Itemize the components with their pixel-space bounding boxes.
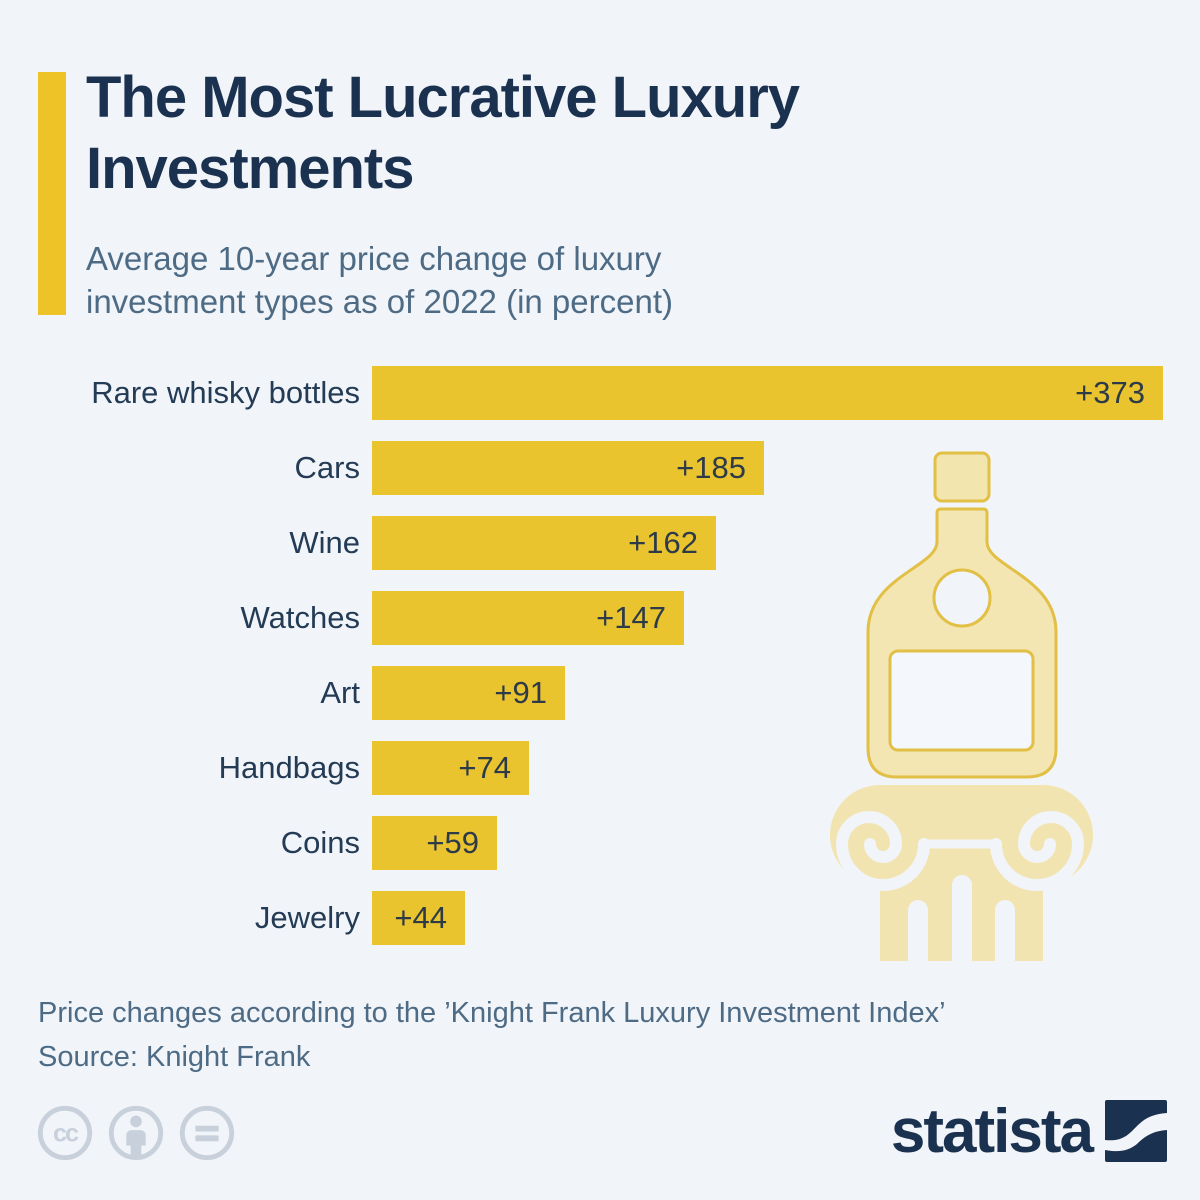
bar: +44 (372, 891, 465, 945)
page-subtitle: Average 10-year price change of luxury i… (86, 237, 673, 323)
cc-icon: cc (37, 1105, 93, 1161)
title-line-1: The Most Lucrative Luxury (86, 65, 800, 130)
svg-text:cc: cc (53, 1120, 79, 1148)
no-derivatives-icon (179, 1105, 235, 1161)
category-label: Jewelry (254, 900, 360, 935)
value-label: +162 (628, 525, 698, 560)
value-label: +373 (1075, 375, 1145, 410)
whisky-bottle (866, 451, 1058, 779)
statista-branding: statista (890, 1096, 1167, 1166)
category-label: Art (320, 675, 360, 710)
category-label: Cars (294, 450, 360, 485)
title-line-2: Investments (86, 136, 414, 201)
category-label: Handbags (218, 750, 360, 785)
attribution-icon (108, 1105, 164, 1161)
chart-row: Art +91 (0, 666, 1200, 720)
bottle-label (888, 649, 1035, 752)
subtitle-line-1: Average 10-year price change of luxury (86, 240, 662, 277)
category-label: Watches (240, 600, 360, 635)
statista-logo-icon (1105, 1100, 1167, 1162)
category-label: Rare whisky bottles (91, 375, 360, 410)
bar-chart: Rare whisky bottles +373 Cars +185 Wine +162 W… (0, 366, 1200, 966)
value-label: +59 (426, 825, 479, 860)
bar: +59 (372, 816, 497, 870)
bar: +185 (372, 441, 764, 495)
footer-source: Source: Knight Frank (38, 1041, 311, 1073)
bar: +373 (372, 366, 1163, 420)
license-icons: cc (35, 1103, 237, 1163)
value-label: +74 (458, 750, 511, 785)
bar: +74 (372, 741, 529, 795)
statista-wordmark: statista (890, 1097, 1094, 1166)
chart-row: Coins +59 (0, 816, 1200, 870)
chart-row: Wine +162 (0, 516, 1200, 570)
chart-row: Watches +147 (0, 591, 1200, 645)
chart-row: Handbags +74 (0, 741, 1200, 795)
bar: +162 (372, 516, 716, 570)
column-volutes (835, 811, 1085, 891)
chart-row: Jewelry +44 (0, 891, 1200, 945)
bar: +147 (372, 591, 684, 645)
page-title: The Most Lucrative Luxury Investments (86, 62, 800, 204)
title-accent-bar (38, 72, 66, 315)
chart-row: Cars +185 (0, 441, 1200, 495)
footer-note: Price changes according to the ’Knight F… (38, 997, 946, 1029)
category-label: Wine (289, 525, 360, 560)
column-capital (830, 785, 1093, 885)
bottle-cap (933, 451, 991, 503)
footer: Price changes according to the ’Knight F… (38, 991, 946, 1079)
value-label: +185 (676, 450, 746, 485)
subtitle-line-2: investment types as of 2022 (in percent) (86, 283, 673, 320)
value-label: +147 (596, 600, 666, 635)
category-label: Coins (280, 825, 360, 860)
whisky-bottle-illustration (830, 451, 1093, 970)
chart-row: Rare whisky bottles +373 (0, 366, 1200, 420)
value-label: +91 (494, 675, 547, 710)
value-label: +44 (394, 900, 447, 935)
bottle-seal-circle (932, 568, 992, 628)
column-flutes (908, 875, 1015, 970)
bar: +91 (372, 666, 565, 720)
